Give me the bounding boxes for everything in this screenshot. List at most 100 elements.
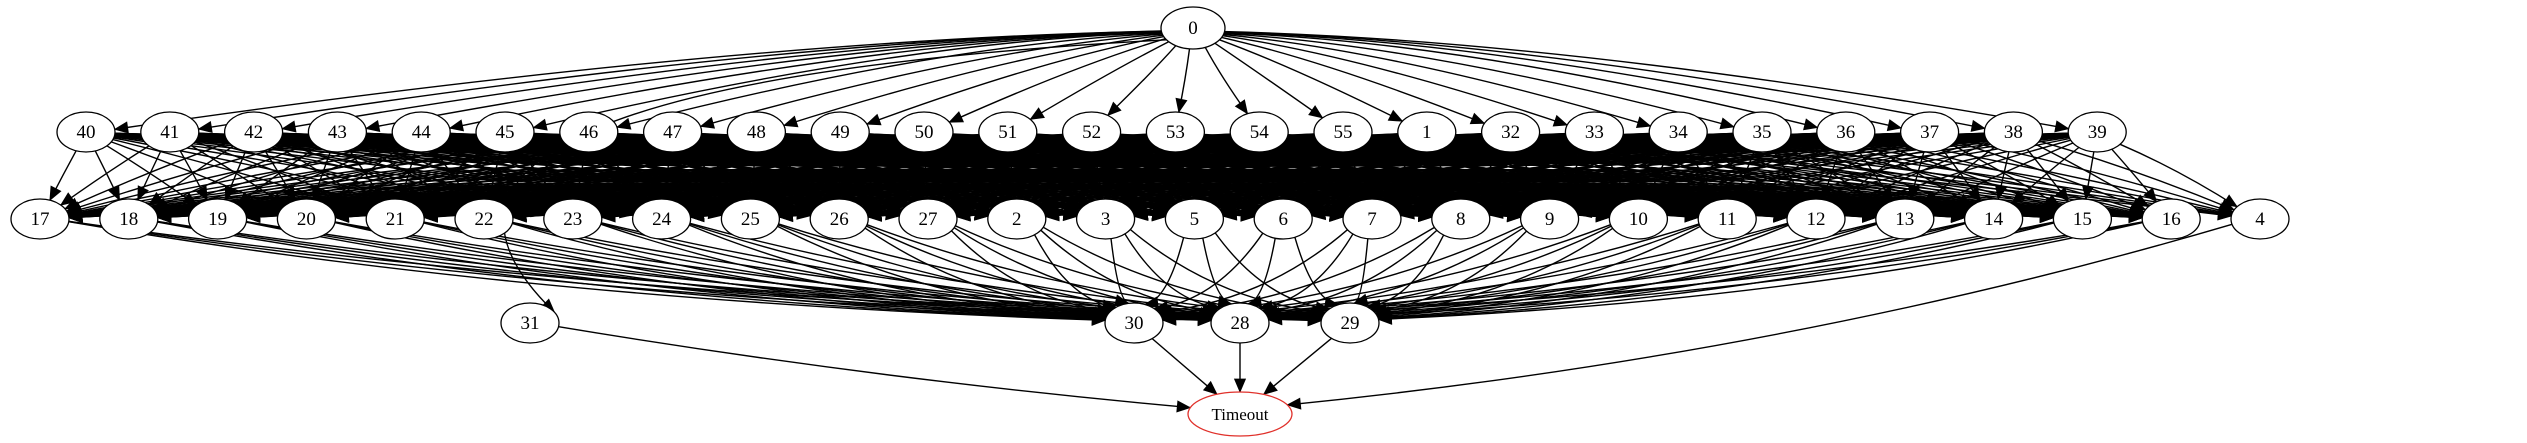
node-timeout: Timeout [1187,391,1293,437]
node-42-label: 42 [244,122,263,143]
node-1-ellipse [1397,111,1457,153]
edge-22-to-30 [512,222,1106,320]
edge-0-to-38 [1224,31,1986,130]
arrowhead-39-to-26 [867,209,882,222]
node-44: 44 [391,111,451,153]
node-18-ellipse [99,198,159,240]
node-9-label: 9 [1545,209,1555,230]
arrowhead-39-to-24 [689,210,705,223]
edge-38-to-16 [2035,143,2149,208]
edge-36-to-16 [1872,138,2145,213]
edge-13-to-29 [1377,223,1878,319]
edge-39-to-25 [779,133,2069,218]
arrowhead-0-to-39 [2054,120,2070,133]
node-54-label: 54 [1250,122,1270,143]
node-4-label: 4 [2255,209,2265,230]
arrowhead-39-to-17 [67,210,83,224]
node-43-label: 43 [328,122,347,143]
node-28: 28 [1210,302,1270,344]
edge-17-to-30 [68,221,1106,321]
arrowhead-35-to-11 [1734,185,1746,201]
node-20-label: 20 [297,209,316,230]
arrowhead-29-to-Timeout [1262,381,1278,396]
node-18-label: 18 [119,209,138,230]
arrowhead-0-to-50 [948,111,965,123]
edge-0-to-51 [1029,41,1170,121]
edge-4-to-Timeout [1287,223,2233,406]
arrowhead-39-to-5 [1222,208,1238,221]
edge-0-to-32 [1221,36,1485,125]
edge-39-to-4 [2119,143,2238,208]
node-8: 8 [1431,198,1491,240]
node-43: 43 [307,111,368,153]
node-41: 41 [140,111,200,153]
edge-0-to-41 [198,30,1162,130]
edge-0-to-55 [1214,42,1323,119]
edge-27-to-28 [953,227,1214,315]
edge-5-to-29 [1214,232,1330,310]
node-34: 34 [1648,111,1708,153]
edge-26-to-30 [864,227,1109,315]
arrowhead-36-to-11 [1746,191,1762,206]
edge-24-to-30 [688,224,1107,318]
node-10-label: 10 [1629,209,1648,230]
arrowhead-39-to-15 [2081,184,2095,201]
edge-2-to-28 [1040,229,1217,313]
arrowhead-39-to-9 [1576,206,1593,219]
node-20: 20 [276,198,337,240]
node-43-ellipse [307,111,368,153]
node-12: 12 [1786,198,1846,240]
node-3-label: 3 [1101,209,1111,230]
node-26-ellipse [809,198,869,240]
node-39-ellipse [2067,111,2127,153]
node-26-label: 26 [830,209,849,230]
edge-39-to-13 [1928,142,2074,209]
node-30-label: 30 [1125,313,1144,334]
edge-42-to-17 [64,141,229,210]
node-14: 14 [1963,198,2024,240]
node-15-ellipse [2052,198,2113,240]
node-16-ellipse [2141,198,2201,240]
node-55-label: 55 [1334,122,1353,143]
arrowhead-39-to-2 [1044,209,1060,222]
node-7-ellipse [1342,198,1402,240]
node-36: 36 [1816,111,1876,153]
arrowhead-39-to-18 [156,210,172,224]
node-21-label: 21 [386,209,405,230]
node-18: 18 [99,198,159,240]
node-32: 32 [1480,111,1541,153]
node-11-ellipse [1697,198,1757,240]
edge-0-to-49 [866,35,1164,125]
edge-8-to-30 [1160,226,1435,316]
arrowhead-0-to-1 [1387,109,1404,122]
node-25-label: 25 [741,209,760,230]
arrowhead-0-to-40 [113,121,129,134]
node-48: 48 [726,111,787,153]
node-53: 53 [1145,111,1206,153]
node-14-label: 14 [1984,209,2004,230]
node-29-ellipse [1320,302,1380,344]
node-31-ellipse [500,302,560,344]
node-4: 4 [2230,198,2290,240]
node-34-ellipse [1648,111,1708,153]
arrowhead-39-to-19 [245,210,261,223]
node-15: 15 [2052,198,2113,240]
edge-9-to-28 [1266,227,1524,315]
node-48-ellipse [726,111,787,153]
arrowhead-0-to-47 [699,116,716,129]
edge-10-to-29 [1375,227,1614,315]
node-24-label: 24 [652,209,672,230]
node-7-label: 7 [1367,209,1377,230]
edge-0-to-44 [449,31,1162,129]
node-5-label: 5 [1190,209,1200,230]
node-26: 26 [809,198,869,240]
arrowhead-0-to-32 [1469,112,1486,125]
arrowhead-39-to-16 [2143,187,2158,203]
node-30: 30 [1104,302,1164,344]
node-16: 16 [2141,198,2201,240]
node-49-label: 49 [831,122,850,143]
edge-0-to-42 [282,30,1162,130]
node-32-ellipse [1480,111,1541,153]
edge-23-to-30 [600,223,1107,319]
